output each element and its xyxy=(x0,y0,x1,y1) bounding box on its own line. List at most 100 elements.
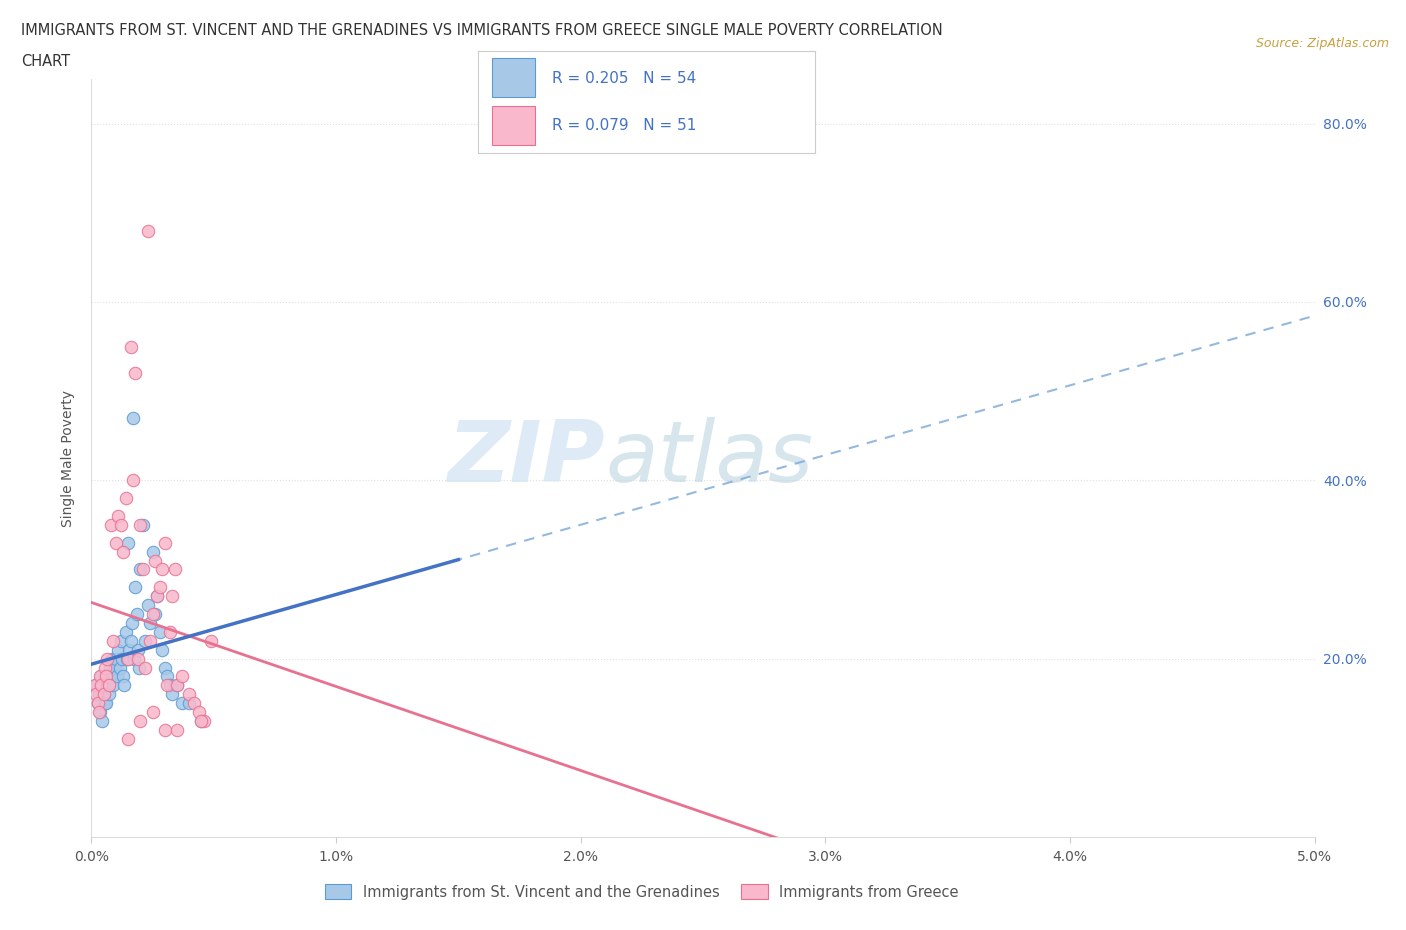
Point xyxy=(114,624,136,639)
Point xyxy=(132,562,155,577)
Point xyxy=(141,544,163,559)
Point xyxy=(104,536,127,551)
Point xyxy=(134,660,156,675)
Point xyxy=(193,713,215,728)
Point xyxy=(136,598,159,613)
Point xyxy=(105,669,128,684)
Point xyxy=(166,678,188,693)
Point xyxy=(86,696,108,711)
Point xyxy=(107,643,129,658)
Point xyxy=(160,589,183,604)
Point xyxy=(150,643,173,658)
Point xyxy=(104,660,127,675)
Point xyxy=(156,669,179,684)
Point xyxy=(115,651,138,666)
Point xyxy=(190,713,212,728)
Point xyxy=(179,696,201,711)
Point xyxy=(97,687,120,702)
Point xyxy=(94,669,117,684)
Text: CHART: CHART xyxy=(21,54,70,69)
Point xyxy=(134,633,156,648)
Point xyxy=(149,580,172,595)
Point xyxy=(90,669,112,684)
Point xyxy=(139,633,162,648)
Point xyxy=(143,606,166,621)
Point xyxy=(98,660,121,675)
Point xyxy=(122,410,145,425)
Point xyxy=(94,696,117,711)
Point xyxy=(146,589,169,604)
Point xyxy=(141,705,163,720)
Point xyxy=(100,669,122,684)
Point xyxy=(93,687,115,702)
Point xyxy=(163,562,186,577)
Point xyxy=(87,705,110,720)
Point xyxy=(190,713,212,728)
Point xyxy=(136,223,159,238)
Point xyxy=(129,562,152,577)
Point xyxy=(149,624,172,639)
Text: Source: ZipAtlas.com: Source: ZipAtlas.com xyxy=(1256,37,1389,50)
Point xyxy=(91,713,114,728)
Point xyxy=(122,651,145,666)
Point xyxy=(166,678,188,693)
Text: R = 0.079   N = 51: R = 0.079 N = 51 xyxy=(553,118,696,133)
Text: atlas: atlas xyxy=(605,417,813,499)
Point xyxy=(110,633,132,648)
Point xyxy=(94,660,117,675)
Point xyxy=(121,616,143,631)
Point xyxy=(107,509,129,524)
Point xyxy=(125,606,148,621)
Y-axis label: Single Male Poverty: Single Male Poverty xyxy=(62,390,76,526)
Point xyxy=(94,696,117,711)
Text: IMMIGRANTS FROM ST. VINCENT AND THE GRENADINES VS IMMIGRANTS FROM GREECE SINGLE : IMMIGRANTS FROM ST. VINCENT AND THE GREN… xyxy=(21,23,943,38)
Point xyxy=(179,687,201,702)
Point xyxy=(166,723,188,737)
Point xyxy=(188,705,211,720)
Point xyxy=(103,678,125,693)
Point xyxy=(156,678,179,693)
Point xyxy=(112,678,135,693)
Point xyxy=(128,660,150,675)
Point xyxy=(129,517,152,532)
Point xyxy=(114,491,136,506)
Point xyxy=(153,536,176,551)
Point xyxy=(101,651,124,666)
Point xyxy=(127,651,149,666)
Point xyxy=(124,580,146,595)
Point xyxy=(84,678,107,693)
Point xyxy=(118,643,141,658)
Point xyxy=(183,696,205,711)
Point xyxy=(139,616,162,631)
Point xyxy=(120,633,142,648)
Point xyxy=(129,713,152,728)
Point xyxy=(153,723,176,737)
Point xyxy=(87,687,110,702)
Point xyxy=(159,624,181,639)
Point xyxy=(100,517,122,532)
Point xyxy=(111,651,134,666)
Point xyxy=(146,589,169,604)
Point xyxy=(86,696,108,711)
Bar xyxy=(492,106,536,145)
Point xyxy=(120,339,142,354)
Point xyxy=(104,651,127,666)
Point xyxy=(117,536,139,551)
Point xyxy=(170,696,193,711)
Point xyxy=(127,643,149,658)
Point xyxy=(150,562,173,577)
Point xyxy=(170,669,193,684)
Point xyxy=(132,517,155,532)
Point xyxy=(143,553,166,568)
Point xyxy=(112,669,135,684)
Point xyxy=(159,678,181,693)
Point xyxy=(117,732,139,747)
Point xyxy=(90,678,112,693)
Point xyxy=(89,705,111,720)
Point xyxy=(96,678,118,693)
Point xyxy=(153,660,176,675)
Bar xyxy=(492,59,536,98)
Point xyxy=(110,517,132,532)
Point xyxy=(97,678,120,693)
Point xyxy=(93,687,115,702)
